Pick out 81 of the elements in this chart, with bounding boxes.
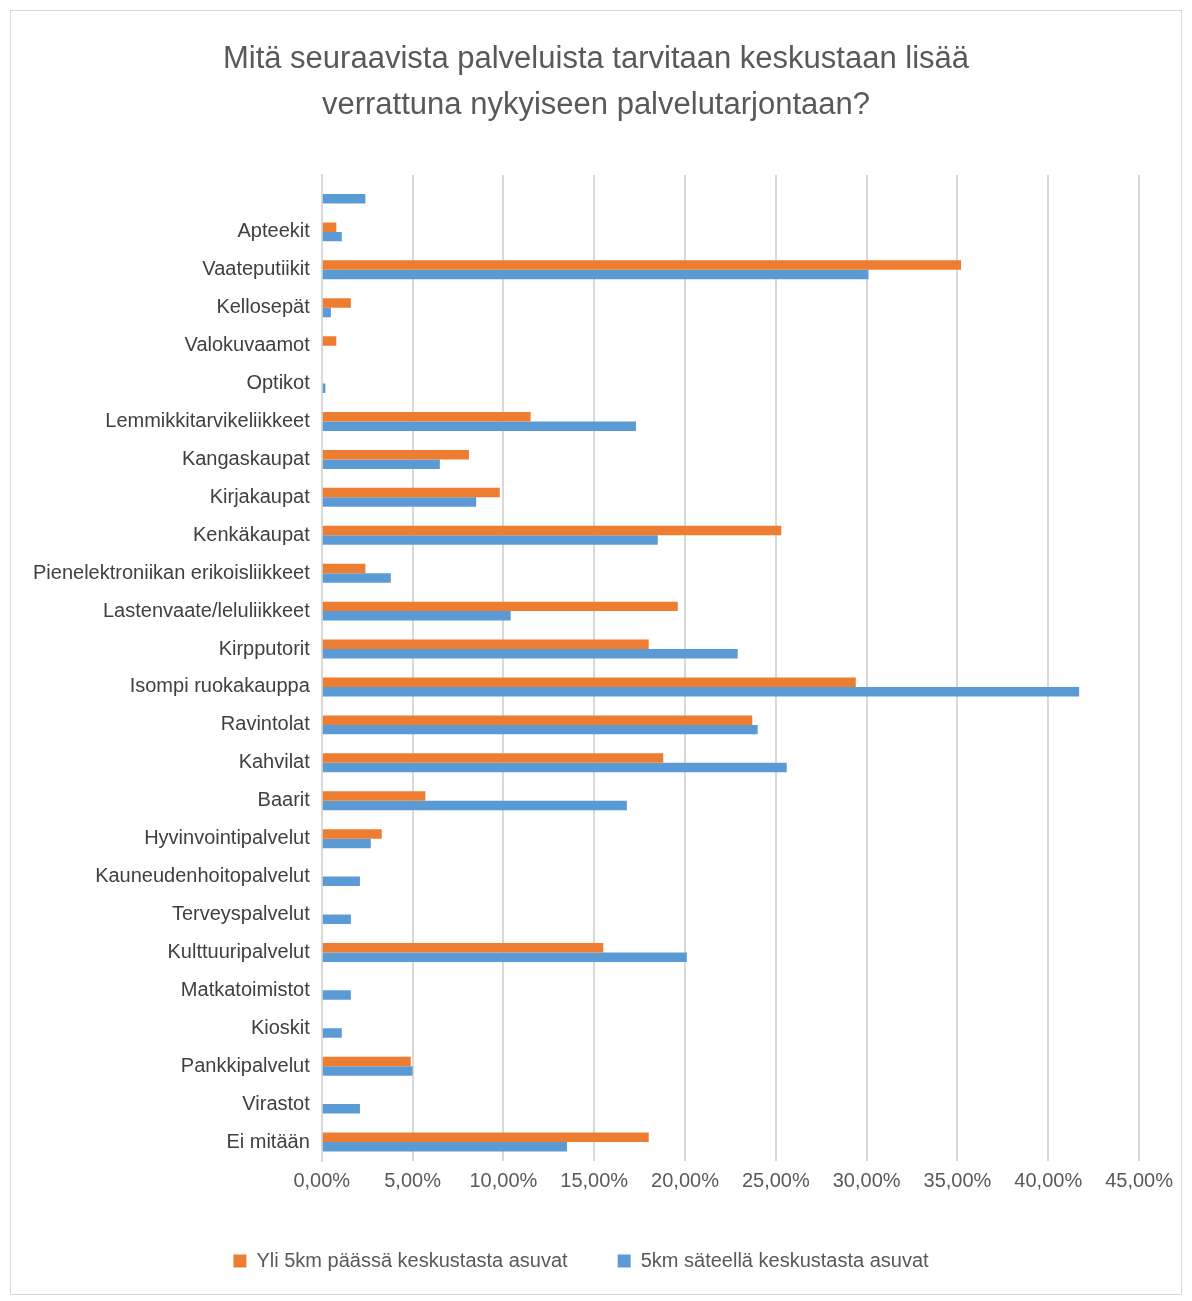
bar bbox=[322, 800, 627, 811]
bar bbox=[322, 686, 1080, 697]
bar bbox=[322, 611, 511, 621]
x-tick-label: 35,00% bbox=[923, 1168, 992, 1191]
y-tick-label: Kulttuuripalvelut bbox=[167, 939, 311, 962]
y-tick-label: Kahvilat bbox=[238, 750, 311, 773]
bar bbox=[322, 791, 426, 801]
bar bbox=[322, 990, 351, 1000]
y-tick-label: Isompi ruokakauppa bbox=[129, 674, 311, 697]
x-tick-label: 5,00% bbox=[384, 1168, 442, 1191]
bar bbox=[322, 724, 758, 735]
y-tick-label: Matkatoimistot bbox=[180, 977, 311, 1000]
bar bbox=[322, 649, 738, 659]
bar bbox=[322, 459, 440, 469]
bar bbox=[322, 497, 477, 507]
y-tick-label: Optikot bbox=[246, 371, 311, 394]
y-tick-label: Ravintolat bbox=[220, 712, 311, 735]
bar bbox=[322, 525, 782, 536]
y-tick-label: Terveyspalvelut bbox=[171, 902, 311, 925]
x-tick-label: 40,00% bbox=[1014, 1168, 1083, 1191]
bar bbox=[322, 222, 337, 232]
bar bbox=[322, 601, 678, 612]
x-tick-label: 25,00% bbox=[741, 1168, 810, 1191]
bar bbox=[322, 1066, 413, 1076]
y-tick-label: Kangaskaupat bbox=[181, 446, 311, 469]
bar bbox=[322, 269, 869, 280]
y-tick-label: Kirjakaupat bbox=[209, 484, 311, 507]
y-tick-label: Hyvinvointipalvelut bbox=[144, 826, 311, 849]
bar bbox=[322, 762, 787, 773]
bar bbox=[322, 952, 687, 962]
bar bbox=[322, 876, 360, 887]
bar bbox=[322, 193, 366, 204]
y-tick-label: Valokuvaamot bbox=[184, 333, 311, 356]
y-tick-label: Kirpputorit bbox=[218, 636, 311, 659]
x-tick-label: 45,00% bbox=[1105, 1168, 1174, 1191]
bar bbox=[322, 639, 649, 650]
bar bbox=[322, 942, 604, 953]
bar bbox=[322, 1056, 411, 1067]
legend-label: 5km säteellä keskustasta asuvat bbox=[640, 1248, 930, 1271]
x-tick-label: 15,00% bbox=[560, 1168, 629, 1191]
y-tick-label: Kioskit bbox=[250, 1015, 311, 1038]
legend-label: Yli 5km päässä keskustasta asuvat bbox=[256, 1248, 569, 1271]
bar bbox=[322, 753, 664, 763]
bar bbox=[322, 336, 337, 346]
y-tick-label: Pankkipalvelut bbox=[180, 1053, 311, 1076]
bar bbox=[322, 1028, 342, 1038]
y-tick-label: Kenkäkaupat bbox=[193, 522, 311, 545]
bar bbox=[322, 563, 366, 574]
bar bbox=[322, 298, 351, 308]
y-tick-label: Kauneudenhoitopalvelut bbox=[95, 864, 311, 887]
bar bbox=[322, 1142, 567, 1152]
x-tick-label: 30,00% bbox=[832, 1168, 901, 1191]
bar bbox=[322, 573, 391, 583]
y-tick-label: Pienelektroniikan erikoisliikkeet bbox=[33, 560, 311, 583]
y-tick-label: Lemmikkitarvikeliikkeet bbox=[105, 409, 311, 432]
bar bbox=[322, 421, 636, 431]
bar bbox=[322, 307, 331, 318]
x-tick-label: 0,00% bbox=[293, 1168, 351, 1191]
bar bbox=[322, 914, 351, 924]
y-tick-label: Baarit bbox=[257, 788, 311, 811]
y-tick-label: Apteekit bbox=[237, 219, 311, 242]
y-tick-label: Vaateputiikit bbox=[202, 257, 311, 280]
bar bbox=[322, 412, 531, 422]
x-tick-label: 20,00% bbox=[651, 1168, 720, 1191]
bar bbox=[322, 260, 962, 270]
chart-title: Mitä seuraavista palveluista tarvitaan keskustaan lisää verrattuna nykyiseen palvelutarjontaan? bbox=[221, 39, 971, 123]
y-tick-label: Virastot bbox=[242, 1091, 311, 1114]
bar bbox=[322, 449, 469, 460]
bar bbox=[322, 677, 856, 687]
bar bbox=[322, 829, 382, 839]
bar bbox=[322, 535, 658, 545]
bar bbox=[322, 1132, 649, 1143]
bar bbox=[322, 1104, 360, 1114]
bar bbox=[322, 487, 500, 498]
bar bbox=[322, 715, 753, 725]
y-tick-label: Lastenvaate/leluliikkeet bbox=[103, 598, 311, 621]
x-tick-label: 10,00% bbox=[469, 1168, 538, 1191]
y-tick-label: Ei mitään bbox=[226, 1129, 310, 1152]
bar bbox=[322, 231, 342, 242]
bar bbox=[322, 838, 371, 849]
y-tick-label: Kellosepät bbox=[216, 295, 311, 318]
